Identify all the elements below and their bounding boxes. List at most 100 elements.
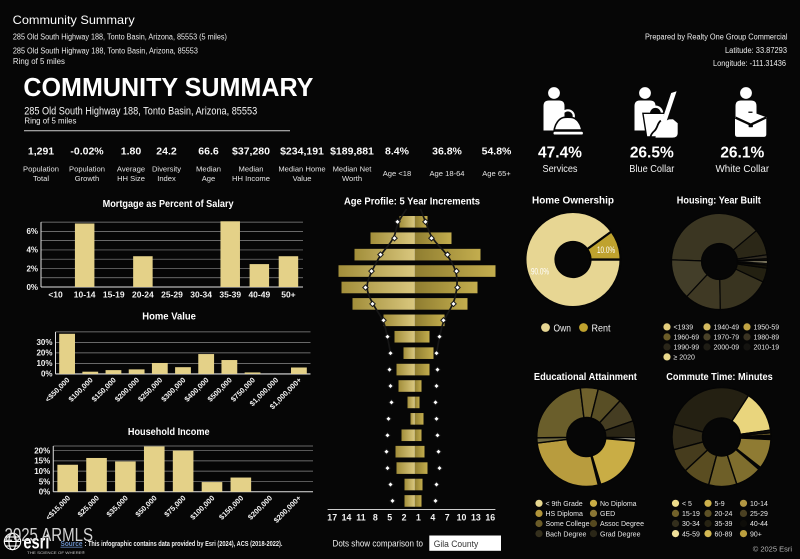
svg-text:COMMUNITY SUMMARY: COMMUNITY SUMMARY bbox=[23, 72, 313, 102]
svg-text:0%: 0% bbox=[41, 370, 53, 379]
svg-text:< 5: < 5 bbox=[682, 501, 692, 508]
svg-text:10-14: 10-14 bbox=[750, 501, 768, 508]
svg-text:Own: Own bbox=[554, 323, 572, 335]
svg-text:Average: Average bbox=[117, 164, 145, 173]
svg-text:11: 11 bbox=[356, 513, 365, 523]
svg-text:285 Old South Highway 188, Ton: 285 Old South Highway 188, Tonto Basin, … bbox=[13, 32, 227, 41]
svg-text:54.8%: 54.8% bbox=[482, 145, 512, 157]
svg-text:20%: 20% bbox=[36, 349, 52, 358]
svg-text:White Collar: White Collar bbox=[716, 163, 770, 175]
svg-text:35-39: 35-39 bbox=[219, 290, 241, 300]
svg-text:40-49: 40-49 bbox=[248, 290, 270, 300]
svg-text:7: 7 bbox=[445, 513, 450, 523]
svg-text:Age 65+: Age 65+ bbox=[482, 169, 511, 178]
svg-text:$200,000+: $200,000+ bbox=[272, 493, 304, 525]
svg-text:Total: Total bbox=[33, 174, 49, 183]
svg-text:Blue Collar: Blue Collar bbox=[629, 163, 674, 175]
svg-text:Diversity: Diversity bbox=[152, 164, 181, 173]
svg-text:1960-69: 1960-69 bbox=[674, 335, 700, 342]
svg-text:Age: Age bbox=[202, 174, 216, 183]
svg-text:Median Home: Median Home bbox=[278, 164, 325, 173]
svg-text:2: 2 bbox=[402, 513, 407, 523]
svg-text:16: 16 bbox=[485, 513, 495, 523]
svg-text:Ring of 5 miles: Ring of 5 miles bbox=[13, 57, 65, 66]
svg-text:No Diploma: No Diploma bbox=[600, 501, 637, 508]
svg-text:Longitude: -111.31436: Longitude: -111.31436 bbox=[713, 59, 786, 68]
svg-text:Median: Median bbox=[239, 164, 264, 173]
svg-text:20%: 20% bbox=[34, 446, 50, 455]
svg-text:© 2025 Esri: © 2025 Esri bbox=[753, 545, 793, 554]
svg-text:$75,000: $75,000 bbox=[162, 494, 187, 519]
svg-text:Age Profile: 5 Year Increments: Age Profile: 5 Year Increments bbox=[344, 195, 480, 207]
svg-text:10%: 10% bbox=[36, 359, 52, 368]
svg-text:Source: Source bbox=[61, 539, 83, 548]
svg-text:Services: Services bbox=[543, 163, 578, 175]
svg-text:40-44: 40-44 bbox=[750, 521, 768, 528]
svg-text:17: 17 bbox=[327, 513, 337, 523]
svg-text:285 Old South Highway 188, Ton: 285 Old South Highway 188, Tonto Basin, … bbox=[13, 46, 198, 55]
svg-text:Bach Degree: Bach Degree bbox=[546, 531, 587, 538]
svg-text:30-34: 30-34 bbox=[190, 290, 212, 300]
svg-text:5-9: 5-9 bbox=[715, 501, 725, 508]
svg-text:10%: 10% bbox=[34, 467, 50, 476]
svg-text:Latitude: 33.87293: Latitude: 33.87293 bbox=[725, 46, 787, 55]
svg-text:26.5%: 26.5% bbox=[630, 145, 674, 162]
svg-text:Median Net: Median Net bbox=[333, 164, 373, 173]
svg-text:13: 13 bbox=[471, 513, 481, 523]
svg-text:20-24: 20-24 bbox=[715, 511, 733, 518]
svg-text:$25,000: $25,000 bbox=[76, 494, 101, 519]
svg-text:1.80: 1.80 bbox=[121, 145, 142, 157]
svg-text:0%: 0% bbox=[39, 488, 51, 497]
svg-text:1,291: 1,291 bbox=[28, 145, 54, 157]
svg-text:14: 14 bbox=[342, 513, 352, 523]
svg-text:47.4%: 47.4% bbox=[538, 145, 582, 162]
svg-text:36.8%: 36.8% bbox=[432, 145, 462, 157]
svg-text:Prepared by Realty One Group C: Prepared by Realty One Group Commercial bbox=[645, 33, 788, 42]
svg-text:$100,000: $100,000 bbox=[188, 494, 216, 522]
svg-text:Rent: Rent bbox=[592, 323, 611, 335]
svg-text:Assoc Degree: Assoc Degree bbox=[600, 521, 644, 528]
svg-text:Educational Attainment: Educational Attainment bbox=[534, 371, 637, 383]
svg-text:2%: 2% bbox=[26, 264, 38, 273]
svg-text:2000-09: 2000-09 bbox=[714, 345, 740, 352]
svg-text:HS Diploma: HS Diploma bbox=[546, 511, 583, 518]
svg-text:8.4%: 8.4% bbox=[385, 145, 410, 157]
svg-text:<1939: <1939 bbox=[674, 325, 694, 332]
svg-text:Index: Index bbox=[157, 174, 176, 183]
svg-text:20-24: 20-24 bbox=[132, 290, 154, 300]
svg-text:: This infographic contains da: : This infographic contains data provide… bbox=[85, 539, 283, 548]
svg-text:Home Ownership: Home Ownership bbox=[532, 194, 614, 206]
svg-text:Some College: Some College bbox=[546, 521, 590, 528]
svg-text:30%: 30% bbox=[36, 338, 52, 347]
svg-text:30-34: 30-34 bbox=[682, 521, 700, 528]
svg-text:25-29: 25-29 bbox=[161, 290, 183, 300]
svg-text:$200,000: $200,000 bbox=[246, 494, 274, 522]
svg-text:Community Summary: Community Summary bbox=[13, 13, 135, 27]
svg-text:25-29: 25-29 bbox=[750, 511, 768, 518]
svg-text:$50,000: $50,000 bbox=[133, 494, 158, 519]
svg-text:1: 1 bbox=[416, 513, 421, 523]
svg-text:1980-89: 1980-89 bbox=[754, 335, 780, 342]
svg-text:<$15,000: <$15,000 bbox=[44, 494, 72, 522]
svg-text:<$50,000: <$50,000 bbox=[43, 376, 71, 404]
svg-text:4: 4 bbox=[430, 513, 435, 523]
svg-text:1970-79: 1970-79 bbox=[714, 335, 740, 342]
svg-text:Home Value: Home Value bbox=[142, 310, 196, 322]
svg-text:Value: Value bbox=[293, 174, 312, 183]
svg-text:Mortgage as Percent of Salary: Mortgage as Percent of Salary bbox=[103, 198, 234, 210]
svg-text:4%: 4% bbox=[26, 246, 38, 255]
svg-text:90.0%: 90.0% bbox=[531, 267, 549, 277]
svg-text:$150,000: $150,000 bbox=[217, 494, 245, 522]
svg-text:10.0%: 10.0% bbox=[597, 245, 615, 255]
svg-text:Growth: Growth bbox=[75, 174, 99, 183]
svg-text:Housing: Year Built: Housing: Year Built bbox=[677, 194, 761, 206]
svg-text:HH Size: HH Size bbox=[117, 174, 145, 183]
svg-text:60-89: 60-89 bbox=[715, 531, 733, 538]
svg-text:10-14: 10-14 bbox=[74, 290, 96, 300]
svg-text:5%: 5% bbox=[39, 477, 51, 486]
svg-text:HH Income: HH Income bbox=[232, 174, 270, 183]
svg-text:285 Old South Highway 188, Ton: 285 Old South Highway 188, Tonto Basin, … bbox=[24, 106, 257, 118]
svg-text:50+: 50+ bbox=[281, 290, 295, 300]
svg-text:66.6: 66.6 bbox=[198, 145, 219, 157]
svg-text:$234,191: $234,191 bbox=[280, 145, 324, 157]
